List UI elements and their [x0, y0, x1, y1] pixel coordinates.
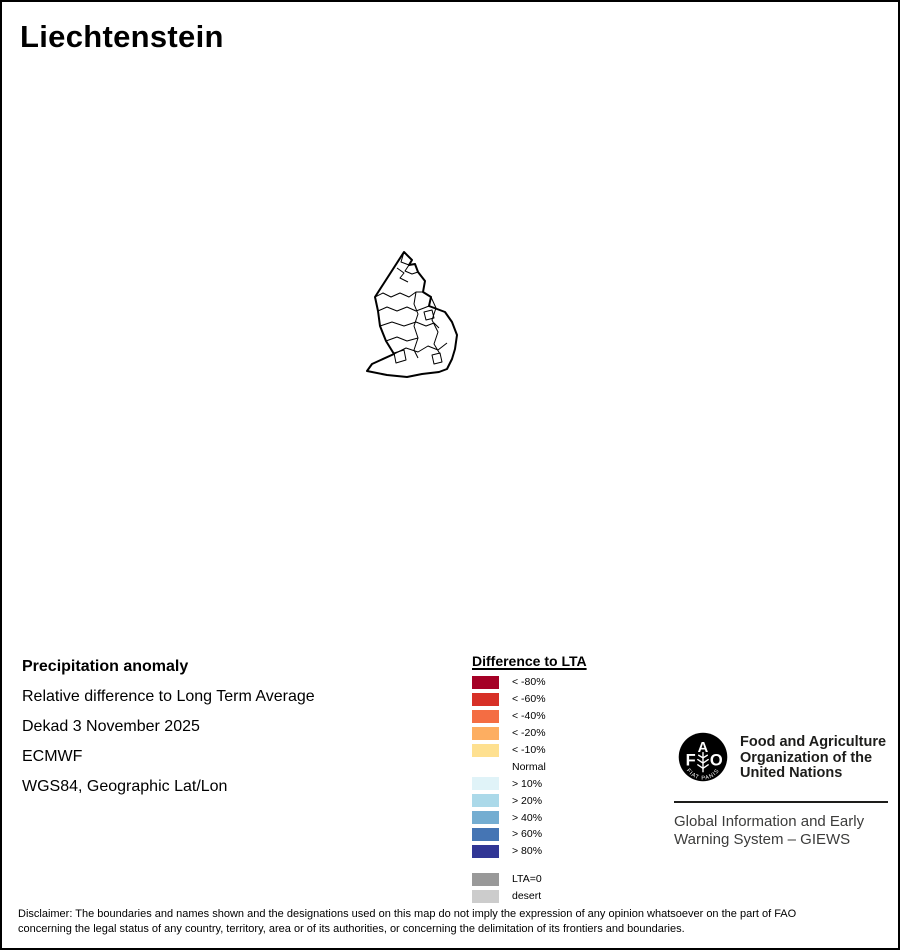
disclaimer-line: concerning the legal status of any count…	[18, 923, 685, 935]
legend-row: > 40%	[472, 809, 587, 826]
legend-row: < -60%	[472, 691, 587, 708]
wheat-stalk-icon	[697, 751, 709, 773]
legend-title: Difference to LTA	[472, 653, 587, 669]
legend-row: > 80%	[472, 843, 587, 860]
legend-label: < -80%	[512, 676, 546, 689]
legend-row: > 10%	[472, 775, 587, 792]
info-heading: Precipitation anomaly	[22, 658, 189, 675]
disclaimer-line: Disclaimer: The boundaries and names sho…	[18, 908, 797, 920]
legend-label: < -60%	[512, 693, 546, 706]
legend-swatch	[472, 794, 499, 808]
country-map	[364, 242, 464, 382]
legend-label: < -20%	[512, 727, 546, 740]
municipal-boundaries	[374, 251, 448, 365]
country-outer-boundary	[366, 251, 458, 378]
legend-row: > 60%	[472, 826, 587, 843]
legend-swatch	[472, 675, 499, 689]
country-outline-svg	[366, 251, 458, 378]
legend-swatch	[472, 844, 499, 858]
legend-swatch	[472, 692, 499, 706]
info-line-method: Relative difference to Long Term Average	[22, 688, 315, 705]
legend-swatch	[472, 827, 499, 841]
legend: Difference to LTA < -80% < -60% < -40% <…	[472, 653, 587, 905]
legend-row: < -10%	[472, 742, 587, 759]
legend-label: > 20%	[512, 794, 543, 807]
legend-label: LTA=0	[512, 873, 542, 886]
legend-row: Normal	[472, 758, 587, 775]
legend-swatch	[472, 889, 499, 903]
legend-swatch	[472, 726, 499, 740]
legend-swatch	[472, 709, 499, 723]
page-title: Liechtenstein	[20, 19, 224, 54]
fao-org-line: United Nations	[740, 765, 843, 781]
legend-label: < -40%	[512, 710, 546, 723]
legend-label: desert	[512, 890, 542, 903]
info-line-dekad: Dekad 3 November 2025	[22, 718, 200, 735]
legend-label: > 60%	[512, 828, 543, 841]
fao-logo-icon: F A O FIAT PANIS	[678, 732, 728, 782]
legend-swatch	[472, 760, 499, 774]
legend-label: > 40%	[512, 811, 543, 824]
legend-row: < -40%	[472, 708, 587, 725]
legend-swatch	[472, 872, 499, 886]
giews-label: Global Information and Early Warning Sys…	[674, 813, 864, 849]
legend-row: < -80%	[472, 674, 587, 691]
legend-label: > 10%	[512, 777, 543, 790]
legend-label: Normal	[512, 760, 546, 773]
fao-org-line: Food and Agriculture	[740, 734, 887, 750]
fao-org-line: Organization of the	[740, 749, 873, 766]
info-line-source: ECMWF	[22, 748, 83, 765]
info-block: Precipitation anomaly Relative differenc…	[22, 652, 315, 802]
legend-swatch	[472, 811, 499, 825]
fao-letter-o: O	[710, 752, 723, 770]
legend-label: > 80%	[512, 845, 543, 858]
legend-swatch	[472, 743, 499, 757]
legend-row-lta-zero: LTA=0	[472, 871, 587, 888]
divider-line	[674, 801, 888, 803]
info-line-projection: WGS84, Geographic Lat/Lon	[22, 778, 228, 795]
legend-row-desert: desert	[472, 888, 587, 905]
legend-row: > 20%	[472, 792, 587, 809]
fao-org-name: Food and Agriculture Organization of the…	[740, 734, 887, 782]
legend-row: < -20%	[472, 725, 587, 742]
disclaimer: Disclaimer: The boundaries and names sho…	[18, 907, 796, 937]
giews-line: Global Information and Early	[674, 813, 865, 830]
fao-block: F A O FIAT PANIS Food and Agriculture Or…	[674, 729, 890, 854]
legend-swatch	[472, 777, 499, 791]
fao-letter-a: A	[698, 740, 709, 756]
legend-label: < -10%	[512, 744, 546, 756]
giews-line: Warning System – GIEWS	[674, 831, 851, 848]
fao-letter-f: F	[686, 752, 696, 770]
